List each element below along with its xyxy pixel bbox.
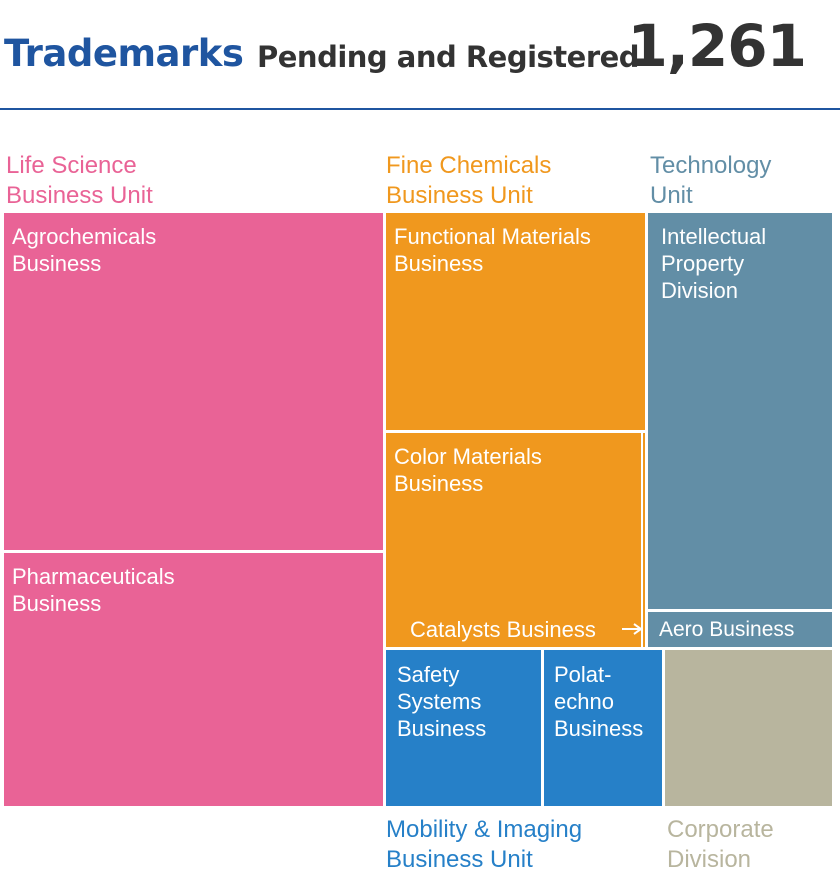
tile-agrochemicals: Agrochemicals Business xyxy=(4,213,383,550)
total-count: 1,261 xyxy=(627,12,807,80)
tile-pharmaceuticals: Pharmaceuticals Business xyxy=(4,553,383,806)
unit-label-mobility: Mobility & Imaging Business Unit xyxy=(386,816,583,873)
tile-functional-materials: Functional Materials Business xyxy=(386,213,645,430)
tile-label-aero: Aero Business xyxy=(659,618,795,641)
unit-label-fine-chemicals: Fine Chemicals Business Unit xyxy=(386,152,552,209)
tile-label-agrochemicals: Agrochemicals Business xyxy=(12,224,157,276)
chart-title: Trademarks xyxy=(4,32,244,75)
tile-label-polatechno: Polat- echno Business xyxy=(554,662,644,741)
unit-label-corporate: Corporate Division xyxy=(667,816,774,873)
tile-label-intellectual-property: Intellectual Property Division xyxy=(661,224,767,303)
tile-catalysts xyxy=(643,433,645,647)
tile-label-color-materials: Color Materials Business xyxy=(394,444,542,496)
unit-label-life-science: Life Science Business Unit xyxy=(6,152,153,209)
unit-label-technology: Technology Unit xyxy=(650,152,772,209)
header-divider xyxy=(0,108,840,110)
tile-corporate xyxy=(665,650,832,806)
tile-aero xyxy=(648,612,832,647)
tile-label-safety-systems: Safety Systems Business xyxy=(397,662,487,741)
tile-safety-systems: Safety Systems Business xyxy=(386,650,541,806)
tile-color-materials: Color Materials Business xyxy=(386,433,641,647)
tile-label-functional-materials: Functional Materials Business xyxy=(394,224,591,276)
chart-header: Trademarks Pending and Registered 1,261 xyxy=(0,0,840,110)
tile-label-catalysts: Catalysts Business xyxy=(410,617,596,642)
tile-polatechno: Polat- echno Business xyxy=(544,650,662,806)
arrow-right-icon xyxy=(622,623,643,635)
tile-intellectual-property: Intellectual Property Division xyxy=(648,213,832,609)
tile-label-pharmaceuticals: Pharmaceuticals Business xyxy=(12,564,175,616)
chart-subtitle: Pending and Registered xyxy=(257,40,640,74)
